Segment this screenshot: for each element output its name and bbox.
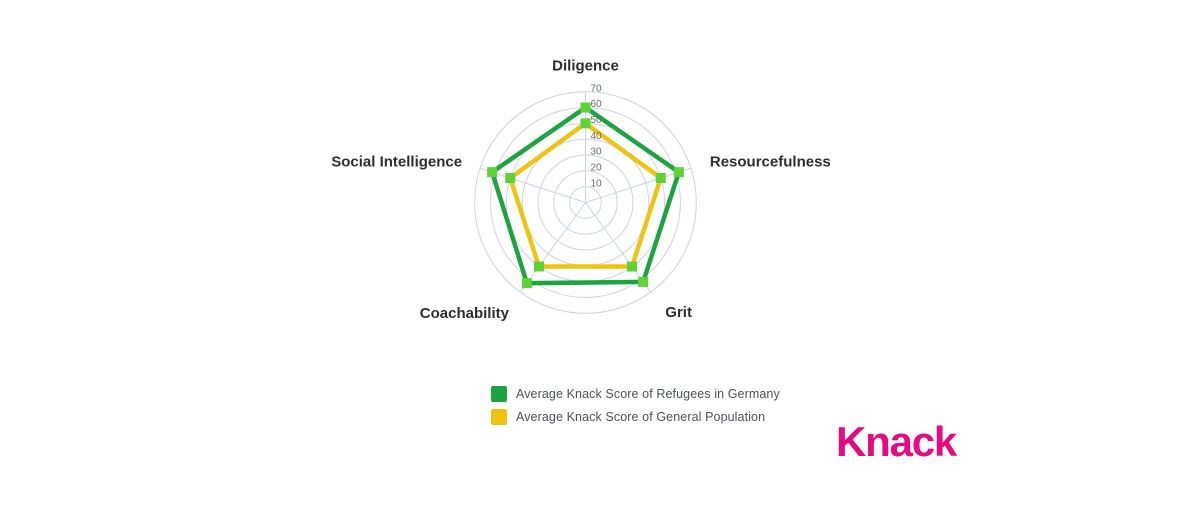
axis-label-coachability: Coachability <box>420 305 510 322</box>
data-point-marker <box>655 173 666 184</box>
series-polygon-average-knack-score-of-general-population <box>507 120 664 269</box>
axis-spoke-social-intelligence <box>479 167 586 203</box>
axis-spoke-resourcefulness <box>585 167 692 203</box>
radial-tick-label-60: 60 <box>591 99 603 110</box>
data-point-marker <box>638 276 649 287</box>
axis-label-grit: Grit <box>665 304 692 321</box>
radial-tick-label-30: 30 <box>591 147 603 158</box>
data-point-marker <box>505 173 516 184</box>
series-polygon-average-knack-score-of-refugees-in-germany <box>489 104 682 286</box>
axis-label-resourcefulness: Resourcefulness <box>710 153 831 170</box>
data-point-marker <box>580 118 591 129</box>
radial-tick-label-40: 40 <box>591 131 603 142</box>
data-point-marker <box>487 167 498 178</box>
knack-logo: Knack <box>836 418 957 465</box>
data-point-marker <box>673 167 684 178</box>
chart-legend: Average Knack Score of Refugees in Germa… <box>491 386 780 425</box>
radial-tick-label-70: 70 <box>591 83 603 94</box>
axis-label-diligence: Diligence <box>552 58 619 75</box>
axis-spoke-coachability <box>519 202 586 293</box>
data-point-marker <box>580 102 591 113</box>
axis-label-social-intelligence: Social Intelligence <box>331 153 462 170</box>
legend-item-general-population: Average Knack Score of General Populatio… <box>491 409 780 425</box>
radial-tick-label-20: 20 <box>591 162 603 173</box>
legend-label-general-population: Average Knack Score of General Populatio… <box>516 410 766 424</box>
radial-tick-label-50: 50 <box>591 115 603 126</box>
data-point-marker <box>521 278 532 289</box>
legend-swatch-general-population <box>491 409 507 425</box>
legend-swatch-refugees <box>491 386 507 402</box>
legend-item-refugees: Average Knack Score of Refugees in Germa… <box>491 386 780 402</box>
radial-tick-label-10: 10 <box>591 178 603 189</box>
data-point-marker <box>533 261 544 272</box>
legend-label-refugees: Average Knack Score of Refugees in Germa… <box>516 387 780 401</box>
data-point-marker <box>627 261 638 272</box>
